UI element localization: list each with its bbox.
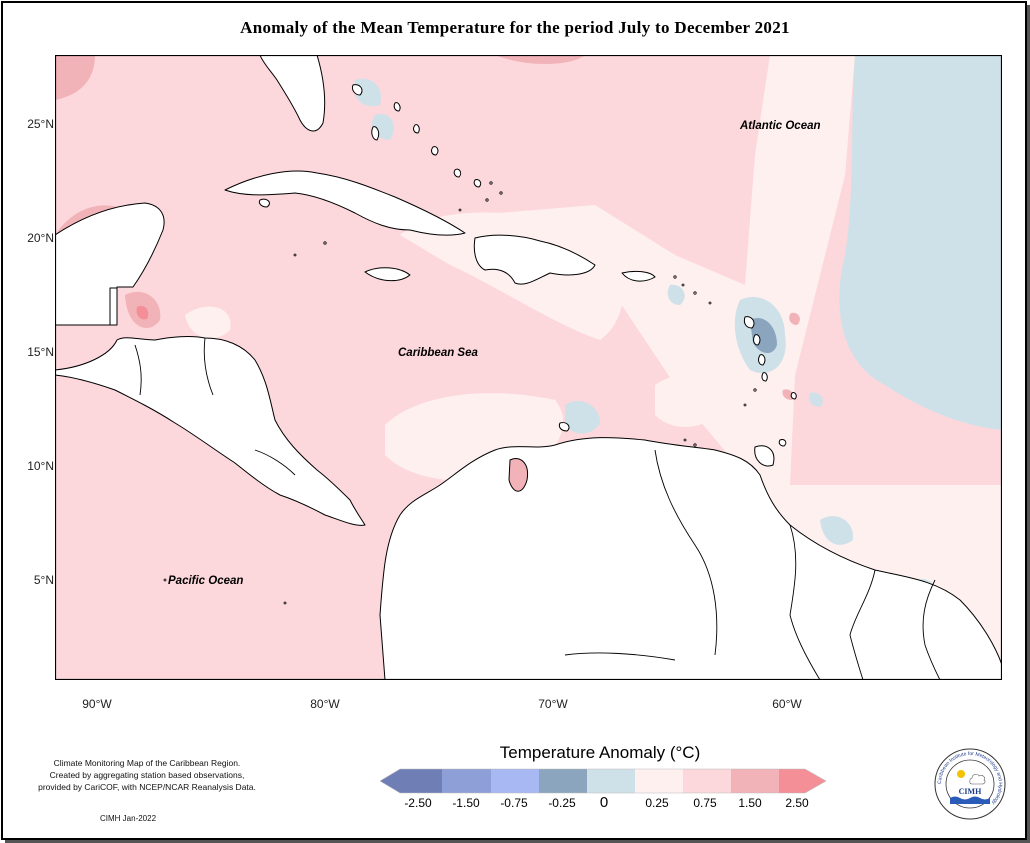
anomaly-near-zero-zone [185,306,231,339]
land-bahamas [371,126,380,141]
land-bahamas [393,102,401,112]
land-tobago [778,439,787,447]
land-puerto-rico [621,270,656,282]
anomaly-near-zero-zone [655,373,725,427]
land-bahamas [431,146,439,156]
legend-swatch [539,769,587,793]
legend-swatch [683,769,731,793]
land-st-lucia [761,372,768,382]
anomaly-negative-zone [820,516,854,545]
legend-label: -1.50 [452,796,480,810]
legend-swatch [731,769,779,793]
land-cuba [224,170,466,236]
y-tick-label: 25°N [27,117,54,131]
land-guadeloupe [743,316,755,329]
y-tick-label: 10°N [27,459,54,473]
legend-swatch [635,769,683,793]
land-isle-of-youth [258,198,270,208]
cimh-logo: Caribbean Institute for Meteorology and … [934,748,1006,820]
land-trinidad [754,445,775,467]
map-title: Anomaly of the Mean Temperature for the … [240,18,790,37]
legend-label: -2.50 [404,796,432,810]
legend-swatch [779,769,826,793]
map-border [55,55,1002,680]
credit-text: Climate Monitoring Map of the Caribbean … [22,757,272,793]
land-bahamas [413,124,420,134]
x-tick-label: 90°W [82,697,112,711]
legend-label: -0.25 [548,796,576,810]
lake-maracaibo [508,458,529,492]
land-belize [109,287,118,326]
legend-label: 0.25 [645,796,669,810]
anomaly-map [55,55,1002,680]
land-bahamas [352,84,363,96]
credit-line: Created by aggregating station based obs… [49,770,245,780]
anomaly-negative-zone [809,392,823,407]
credit-date: CIMH Jan-2022 [100,814,157,823]
anomaly-strong-positive-zone [495,55,585,64]
legend-label: 0 [599,794,609,811]
land-jamaica [364,267,411,282]
legend-swatch [380,769,442,793]
wave-icon [950,796,990,804]
anomaly-strong-positive-zone [782,389,794,400]
land-bahamas [453,168,462,178]
y-tick-label: 20°N [27,231,54,245]
legend-swatch [442,769,491,793]
label-pacific-ocean: Pacific Ocean [168,575,244,587]
country-borders [134,337,941,680]
label-atlantic-ocean: Atlantic Ocean [740,120,821,132]
credit-line: Climate Monitoring Map of the Caribbean … [53,758,241,768]
legend-label: 1.50 [738,796,762,810]
logo-name: CIMH [959,787,982,796]
legend-colorbar [380,768,827,794]
anomaly-near-zero-zone [475,55,1002,680]
land-mexico [55,202,165,326]
legend-label: 0.75 [693,796,717,810]
anomaly-negative-zone [354,78,381,107]
credit-line: provided by CariCOF, with NCEP/NCAR Rean… [38,782,256,792]
legend-swatch [587,769,635,793]
land-hispaniola [473,234,596,285]
anomaly-negative-zone [839,55,1002,430]
land-dominica [753,334,761,346]
land-curacao [558,422,570,432]
land-florida [259,55,326,132]
small-islands [163,181,757,605]
anomaly-strong-positive-zone [55,55,95,100]
anomaly-strong-positive-zone [789,312,800,325]
x-tick-label: 70°W [538,697,568,711]
legend-title: Temperature Anomaly (°C) [499,743,701,762]
sun-icon [957,770,965,778]
label-caribbean-sea: Caribbean Sea [398,347,478,359]
x-tick-label: 80°W [310,697,340,711]
legend-label: -0.75 [500,796,528,810]
anomaly-negative-zone [565,401,600,434]
land-bahamas [473,179,482,188]
land-masses [55,55,1002,680]
land-barbados [790,392,797,400]
land-martinique [758,354,766,366]
y-tick-label: 15°N [27,345,54,359]
anomaly-strong-positive-zone [136,305,149,320]
land-central-america [55,336,366,526]
legend-label: 2.50 [785,796,809,810]
legend-swatch [491,769,539,793]
y-tick-label: 5°N [33,573,54,587]
x-tick-label: 60°W [772,697,802,711]
cloud-icon [969,773,986,785]
land-south-america [379,437,1002,680]
anomaly-negative-zone [667,284,685,305]
